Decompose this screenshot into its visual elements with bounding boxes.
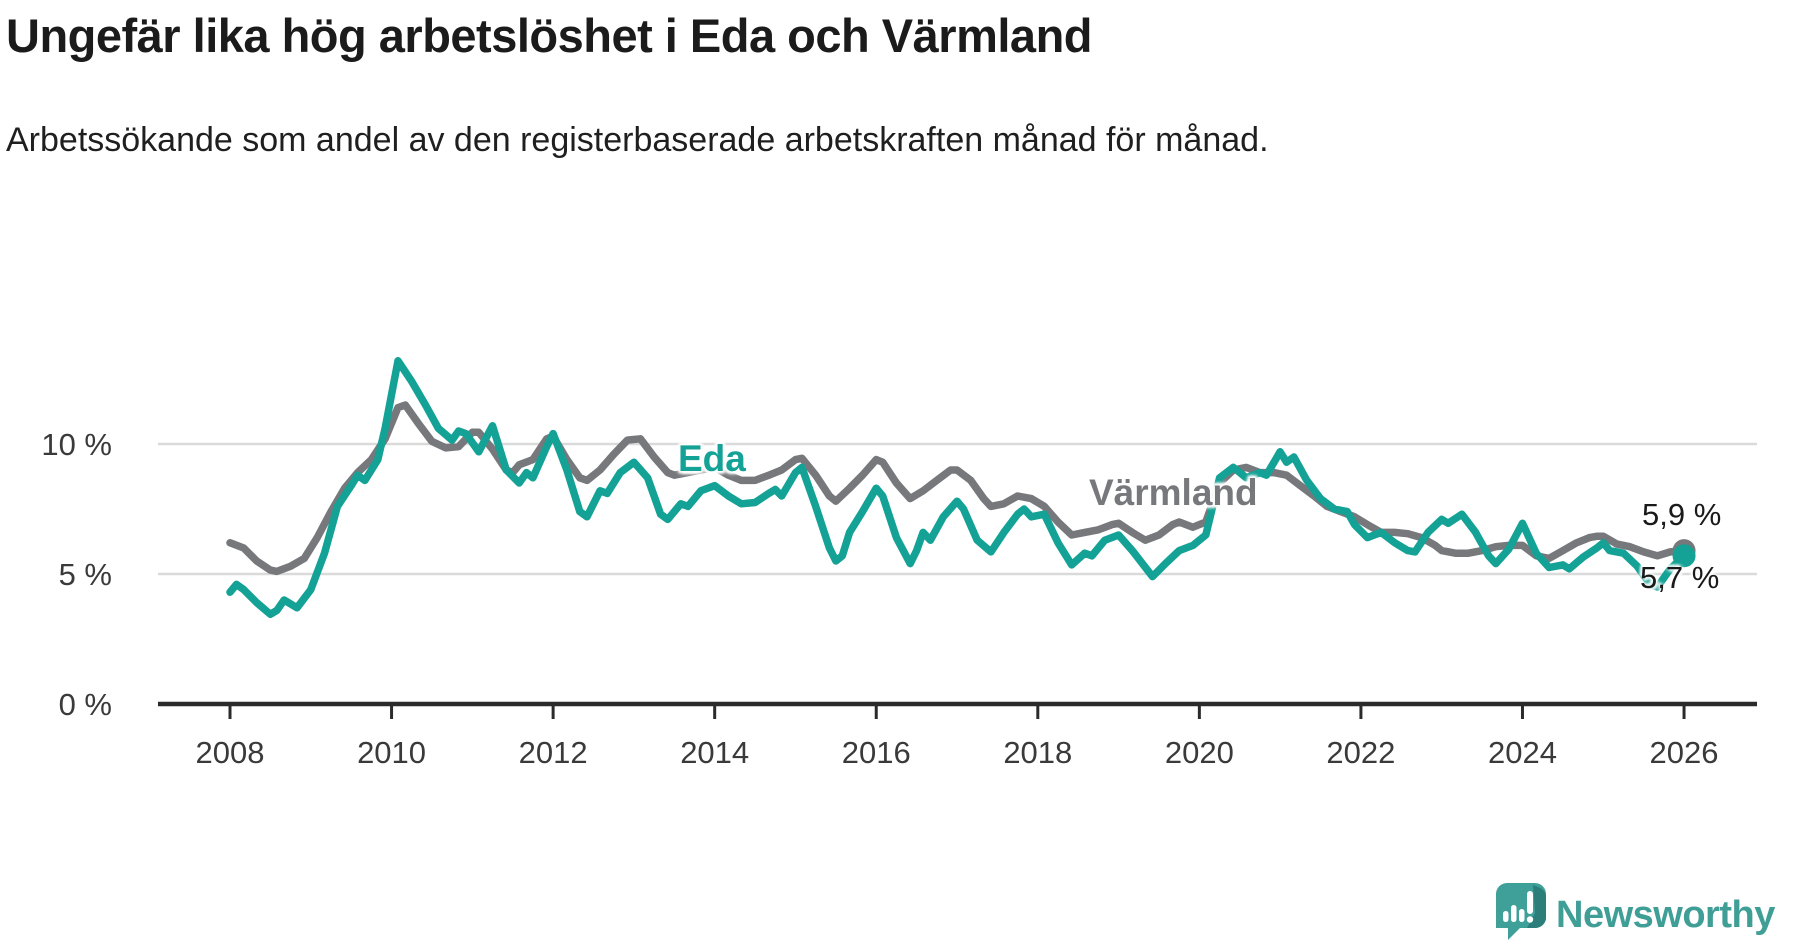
series-label-eda: Eda [678,438,746,479]
end-dot-eda [1672,544,1696,568]
x-tick-label-2022: 2022 [1326,735,1395,770]
x-tick-label-2008: 2008 [196,735,265,770]
x-tick-label-2024: 2024 [1488,735,1557,770]
end-value-label-varmland: 5,9 % [1642,497,1722,532]
series-line-värmland [226,401,1688,576]
newsworthy-logo-icon [1496,883,1546,940]
newsworthy-logo-text: Newsworthy [1556,894,1775,936]
series-label-varmland: Värmland [1089,472,1258,513]
y-tick-label-10: 10 % [41,427,112,462]
x-tick-label-2018: 2018 [1003,735,1072,770]
end-value-label-eda: 5,7 % [1640,560,1720,595]
x-tick-label-2010: 2010 [357,735,426,770]
chart-subtitle: Arbetssökande som andel av den registerb… [6,121,1269,159]
y-tick-label-5: 5 % [59,557,112,592]
x-tick-label-2016: 2016 [842,735,911,770]
page-title: Ungefär lika hög arbetslöshet i Eda och … [6,9,1093,62]
x-tick-label-2020: 2020 [1165,735,1234,770]
x-tick-label-2026: 2026 [1650,735,1719,770]
x-tick-label-2012: 2012 [519,735,588,770]
newsworthy-logo [1496,882,1546,942]
y-tick-label-0: 0 % [59,687,112,722]
series-line-eda [226,357,1688,619]
x-tick-label-2014: 2014 [680,735,749,770]
